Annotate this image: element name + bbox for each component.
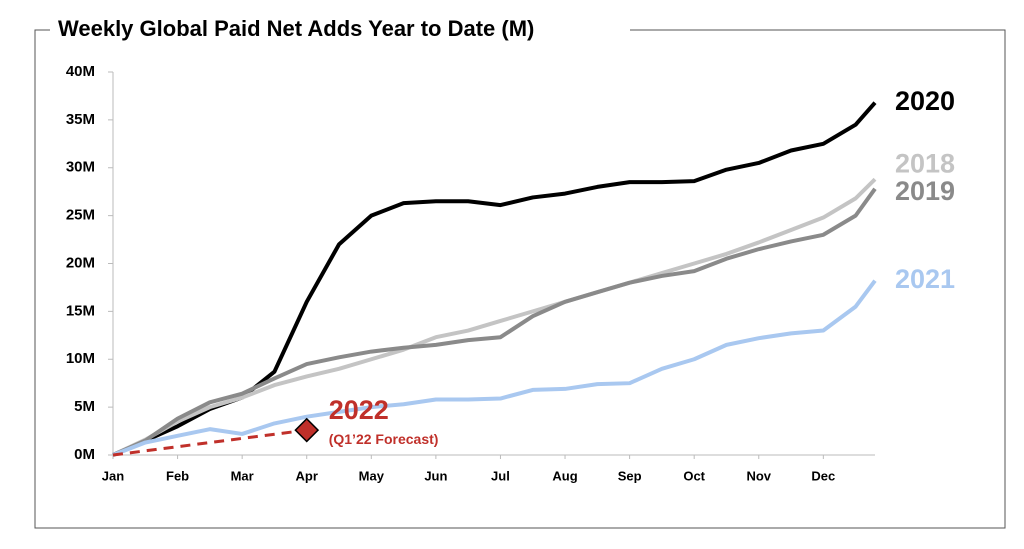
series-label: 2018 (895, 148, 955, 178)
x-tick-label: Sep (618, 468, 642, 483)
forecast-marker (294, 417, 320, 443)
title-background (50, 14, 630, 46)
series-label: 2021 (895, 264, 955, 294)
y-tick-label: 15M (66, 302, 95, 319)
x-tick-label: Dec (811, 468, 835, 483)
series-line (112, 279, 877, 457)
x-tick-label: Feb (166, 468, 189, 483)
x-tick-label: Jan (102, 468, 124, 483)
y-tick-label: 5M (74, 398, 95, 415)
chart-title: Weekly Global Paid Net Adds Year to Date… (58, 16, 534, 41)
series-label: 2020 (895, 86, 955, 116)
frame (34, 29, 1006, 529)
x-tick-label: Oct (683, 468, 705, 483)
y-tick-label: 30M (66, 159, 95, 176)
y-tick-label: 25M (66, 207, 95, 224)
x-tick-label: Nov (746, 468, 771, 483)
y-tick-label: 10M (66, 350, 95, 367)
y-tick-label: 35M (66, 111, 95, 128)
x-tick-label: Apr (296, 468, 318, 483)
y-tick-label: 20M (66, 254, 95, 271)
series-line (112, 177, 877, 457)
annotation: (Q1’22 Forecast) (329, 431, 439, 447)
y-tick-label: 40M (66, 63, 95, 80)
series-line (112, 428, 307, 457)
series-line (112, 187, 877, 457)
x-tick-label: Jul (491, 468, 510, 483)
series-label: 2022 (329, 395, 389, 425)
x-tick-label: Jun (424, 468, 447, 483)
x-tick-label: Aug (552, 468, 577, 483)
x-tick-label: Mar (231, 468, 254, 483)
x-tick-label: May (359, 468, 385, 483)
y-tick-label: 0M (74, 446, 95, 463)
series-label: 2019 (895, 176, 955, 206)
